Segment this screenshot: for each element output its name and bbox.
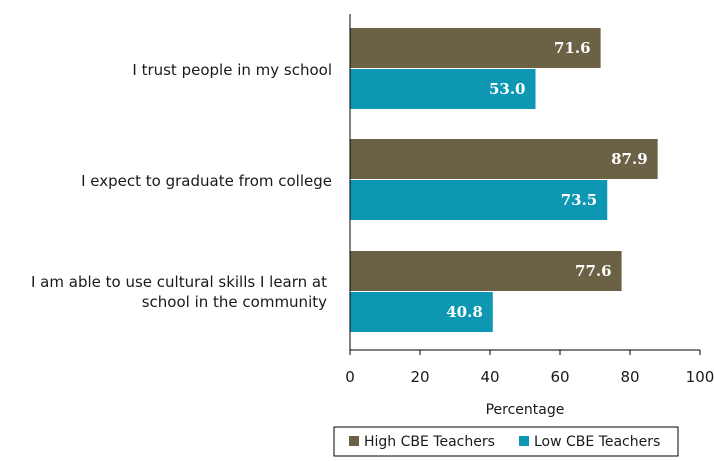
legend-label-high: High CBE Teachers	[364, 434, 495, 450]
x-tick-label: 80	[620, 368, 639, 386]
bar-high-0	[350, 28, 601, 68]
bar-value-label: 71.6	[554, 39, 591, 57]
x-tick-label: 0	[345, 368, 355, 386]
category-label: I am able to use cultural skills I learn…	[31, 273, 327, 291]
legend-label-low: Low CBE Teachers	[534, 434, 660, 450]
bar-value-label: 40.8	[446, 303, 483, 321]
legend-box	[333, 426, 679, 457]
bar-low-0	[350, 69, 536, 109]
bar-value-label: 87.9	[611, 150, 648, 168]
bars-layer: 71.6 53.0 87.9 73.5 77.6 40.8	[350, 28, 658, 332]
x-tick-label: 20	[410, 368, 429, 386]
x-tick-label: 100	[686, 368, 714, 386]
x-tick-label: 60	[550, 368, 569, 386]
category-labels: I trust people in my school I expect to g…	[31, 61, 332, 311]
x-tick-label: 40	[480, 368, 499, 386]
category-label: school in the community	[142, 293, 327, 311]
category-label: I trust people in my school	[132, 61, 332, 79]
legend-swatch-high	[349, 436, 359, 446]
category-label: I expect to graduate from college	[81, 172, 332, 190]
x-axis: 0 20 40 60 80 100	[345, 14, 714, 386]
bar-value-label: 73.5	[561, 191, 598, 209]
legend: High CBE Teachers Low CBE Teachers	[333, 426, 679, 457]
bar-low-2	[350, 292, 493, 332]
bar-value-label: 53.0	[489, 80, 526, 98]
x-axis-title: Percentage	[486, 402, 565, 418]
bar-high-2	[350, 251, 622, 291]
bar-value-label: 77.6	[575, 262, 612, 280]
bar-low-1	[350, 180, 608, 220]
bar-high-1	[350, 139, 658, 179]
legend-swatch-low	[519, 436, 529, 446]
